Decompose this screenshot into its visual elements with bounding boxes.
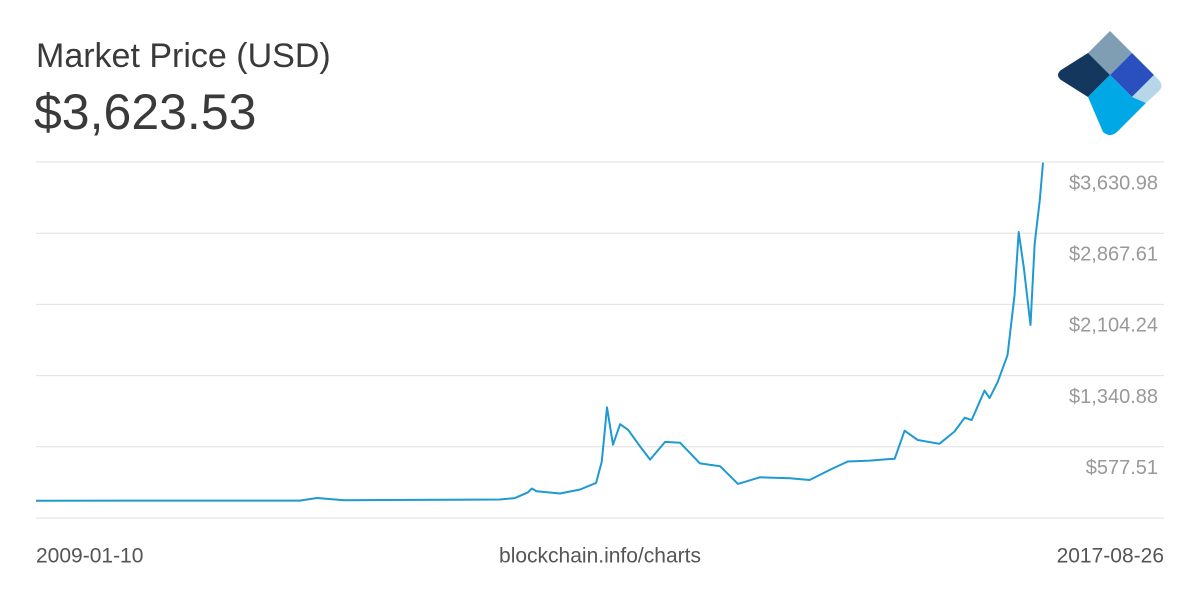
chart-title: Market Price (USD) bbox=[36, 37, 331, 75]
price-line bbox=[35, 162, 1044, 502]
y-tick-label: $2,104.24 bbox=[1069, 315, 1158, 337]
x-end-label: 2017-08-26 bbox=[1057, 545, 1164, 568]
y-tick-label: $1,340.88 bbox=[1069, 386, 1158, 408]
logo bbox=[1058, 31, 1162, 135]
x-start-label: 2009-01-10 bbox=[36, 545, 143, 568]
source-label: blockchain.info/charts bbox=[499, 545, 701, 568]
y-tick-label: $3,630.98 bbox=[1069, 172, 1158, 194]
y-tick-label: $577.51 bbox=[1086, 457, 1158, 479]
current-value: $3,623.53 bbox=[34, 84, 256, 140]
y-tick-label: $2,867.61 bbox=[1069, 243, 1158, 265]
